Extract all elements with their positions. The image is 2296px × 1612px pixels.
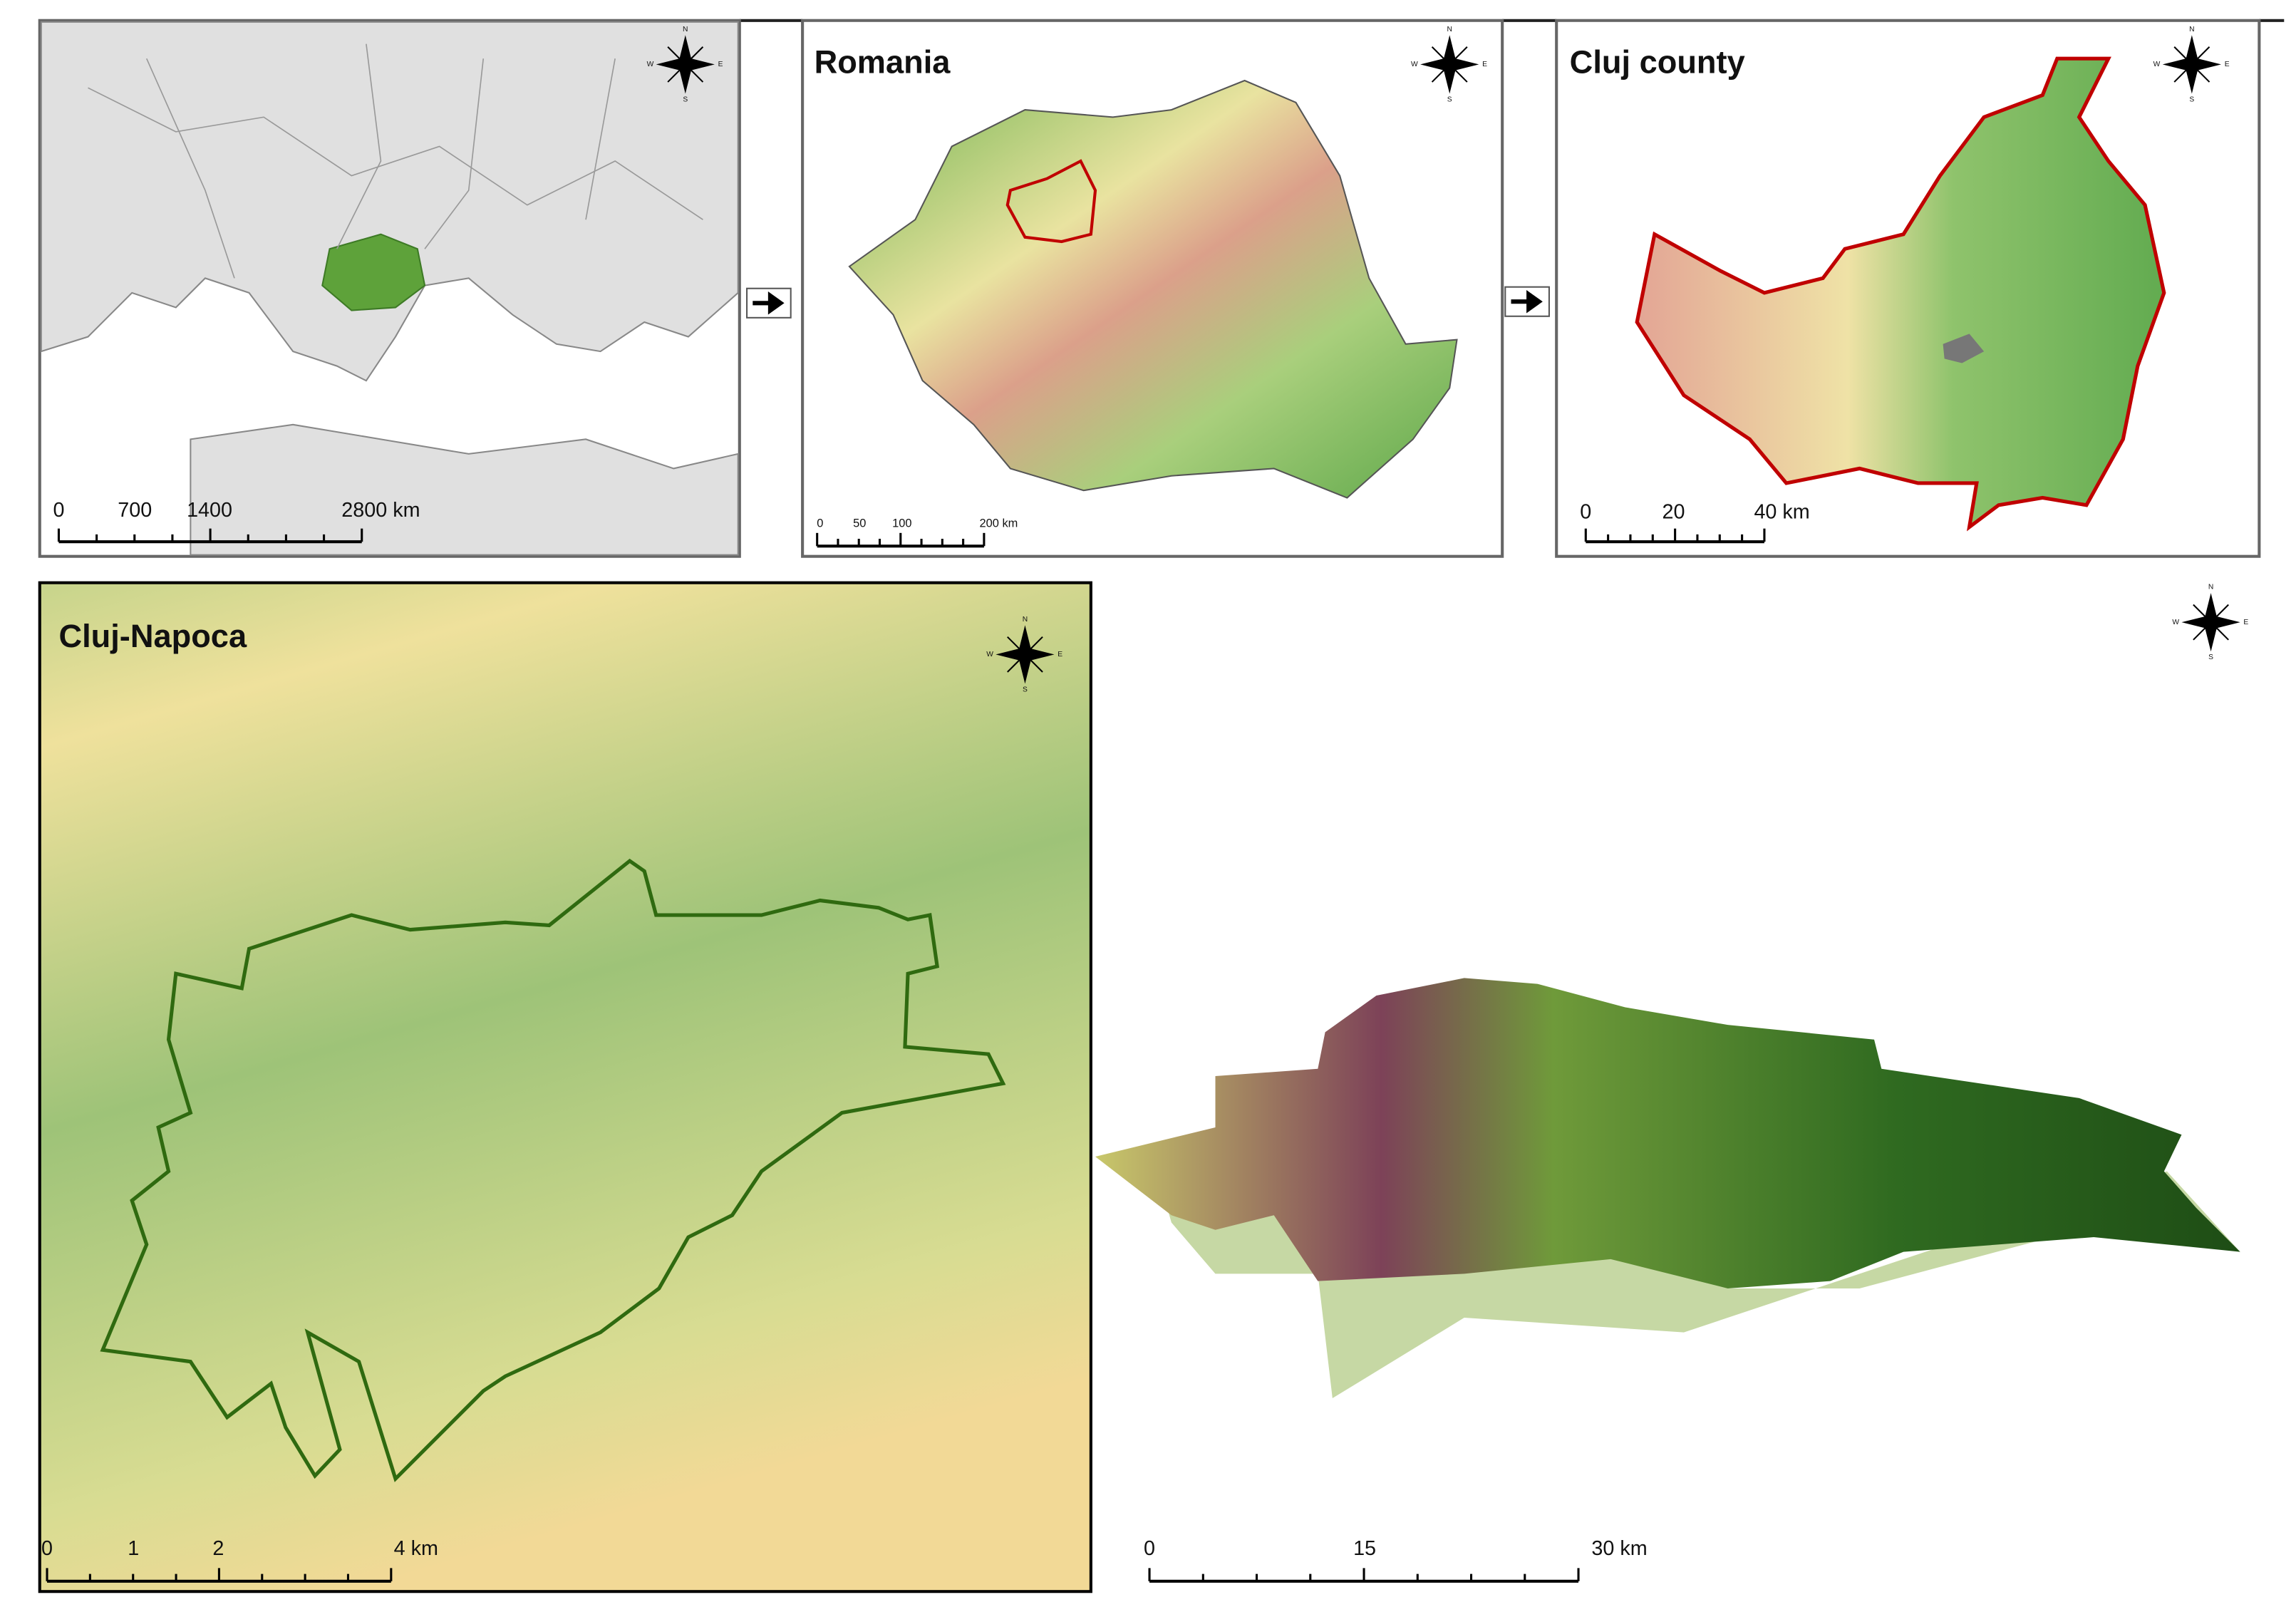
scale-label: 0 bbox=[1580, 500, 1591, 523]
cluj-napoca-panel bbox=[38, 581, 1092, 1593]
scale-label: 200 km bbox=[980, 517, 1018, 530]
scale-label: 50 bbox=[853, 517, 866, 530]
scale-label: 0 bbox=[53, 499, 64, 522]
compass-w: W bbox=[986, 651, 993, 658]
scale-label: 0 bbox=[1144, 1537, 1155, 1560]
scale-label: 700 bbox=[118, 499, 152, 522]
compass-s: S bbox=[2208, 653, 2213, 661]
europe-panel bbox=[38, 19, 741, 558]
scale-label: 20 bbox=[1662, 500, 1685, 523]
compass-n: N bbox=[2208, 584, 2213, 591]
compass-e: E bbox=[1482, 61, 1487, 68]
arrow-box bbox=[1504, 286, 1550, 317]
compass-s: S bbox=[1447, 95, 1452, 103]
compass-w: W bbox=[2153, 61, 2161, 68]
romania-panel bbox=[801, 19, 1504, 558]
scale-label: 100 bbox=[892, 517, 911, 530]
compass-s: S bbox=[2189, 95, 2194, 103]
compass-e: E bbox=[2243, 619, 2248, 626]
compass-w: W bbox=[2172, 619, 2179, 626]
compass-w: W bbox=[1411, 61, 1418, 68]
scale-label: 2800 km bbox=[341, 499, 420, 522]
scale-label: 0 bbox=[817, 517, 823, 530]
compass-e: E bbox=[2225, 61, 2230, 68]
compass-n: N bbox=[1023, 616, 1028, 624]
arrow-box bbox=[746, 287, 792, 319]
compass-n: N bbox=[683, 26, 688, 33]
compass-star-minor bbox=[667, 46, 704, 83]
compass-star-minor bbox=[1007, 636, 1043, 673]
scale-label: 1400 bbox=[187, 499, 232, 522]
scale-label: 30 km bbox=[1591, 1537, 1647, 1560]
panel-title: Cluj-Napoca bbox=[58, 618, 247, 654]
cluj-county-panel bbox=[1555, 19, 2261, 558]
compass-s: S bbox=[683, 95, 688, 103]
dynamic-layer: Romania Cluj county Cluj-Napoca 0 700 1400 280… bbox=[41, 26, 2248, 1583]
compass-s: S bbox=[1023, 686, 1028, 693]
compass-star-minor bbox=[1431, 46, 1468, 83]
compass-n: N bbox=[1447, 26, 1452, 33]
scale-label: 1 bbox=[128, 1537, 139, 1560]
compass-star-minor bbox=[2173, 46, 2210, 83]
compass-e: E bbox=[1057, 651, 1062, 658]
scale-label: 4 km bbox=[394, 1537, 438, 1560]
panel-title: Cluj county bbox=[1570, 44, 1745, 81]
compass-w: W bbox=[647, 61, 654, 68]
compass-star-minor bbox=[2193, 604, 2229, 641]
scale-label: 15 bbox=[1353, 1537, 1376, 1560]
compass-e: E bbox=[718, 61, 723, 68]
panel-title: Romania bbox=[815, 44, 951, 81]
scale-label: 0 bbox=[41, 1537, 53, 1560]
scale-label: 2 bbox=[212, 1537, 224, 1560]
scale-label: 40 km bbox=[1754, 500, 1809, 523]
compass-n: N bbox=[2189, 26, 2194, 33]
terrain-3d bbox=[1095, 978, 2240, 1399]
